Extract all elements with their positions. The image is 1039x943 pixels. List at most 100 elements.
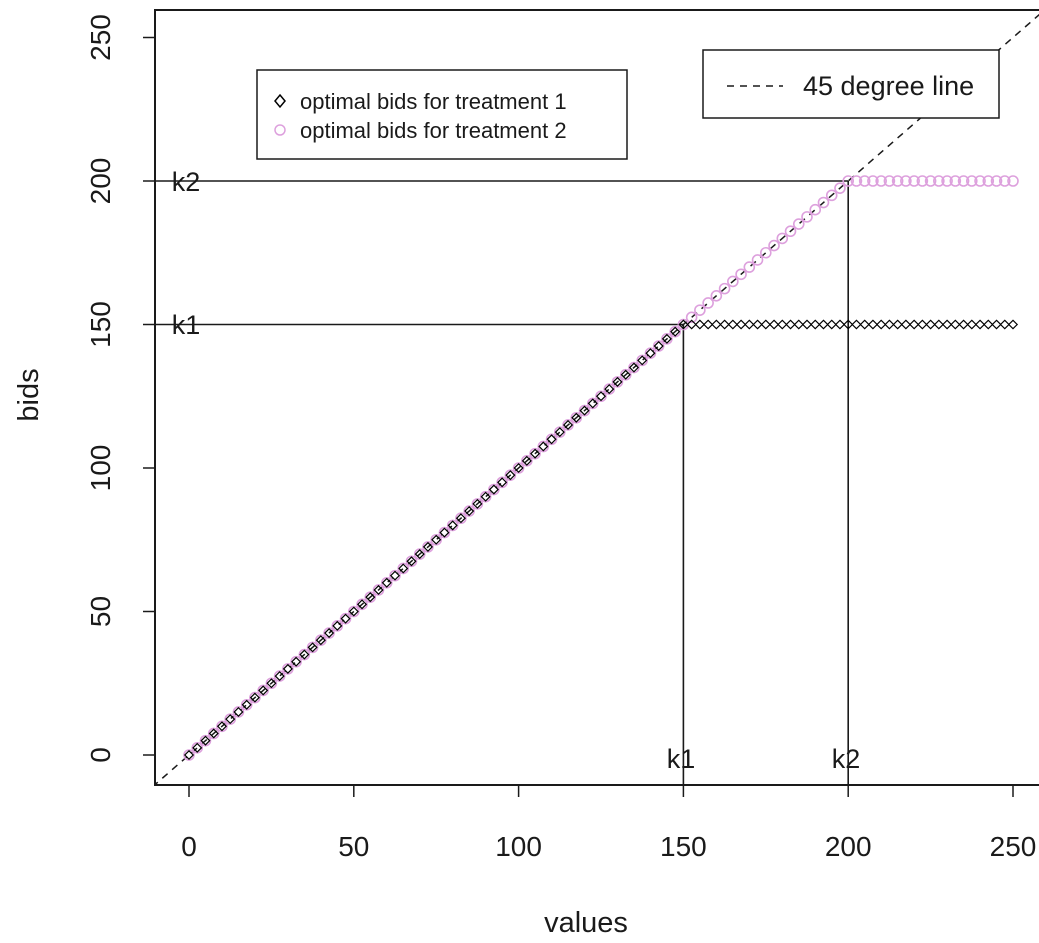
point-treatment-2 — [842, 175, 855, 187]
point-treatment-2 — [998, 175, 1011, 187]
point-treatment-1 — [744, 319, 755, 330]
point-treatment-1 — [678, 319, 689, 330]
point-treatment-2 — [1007, 175, 1019, 187]
point-treatment-1 — [983, 319, 994, 330]
point-treatment-1 — [777, 319, 788, 330]
point-treatment-1 — [1007, 319, 1019, 330]
series-layer — [183, 175, 1019, 761]
point-treatment-1 — [595, 391, 607, 402]
point-treatment-1 — [604, 384, 615, 395]
point-treatment-1 — [488, 484, 499, 495]
point-treatment-1 — [834, 319, 846, 330]
point-treatment-1 — [711, 319, 722, 330]
y-tick-label: 100 — [85, 445, 116, 492]
point-treatment-1 — [612, 376, 623, 387]
guide-lines-layer — [155, 180, 850, 785]
x-axis: 0 50 100 150 200 250 — [181, 784, 1036, 862]
point-treatment-1 — [653, 340, 664, 352]
point-treatment-2 — [710, 289, 723, 302]
point-treatment-1 — [843, 319, 854, 330]
point-treatment-1 — [645, 348, 656, 359]
series-legend-box — [256, 69, 628, 160]
point-treatment-1 — [587, 398, 598, 409]
point-treatment-1 — [760, 319, 771, 330]
point-treatment-1 — [736, 319, 747, 330]
point-treatment-1 — [348, 606, 359, 617]
x-tick-label: 100 — [495, 831, 542, 862]
y-tick-label: 50 — [85, 596, 116, 627]
point-treatment-1 — [241, 699, 252, 710]
point-treatment-1 — [414, 549, 425, 560]
point-treatment-1 — [571, 412, 582, 423]
point-treatment-2 — [900, 175, 912, 187]
point-treatment-1 — [183, 749, 195, 761]
point-treatment-2 — [743, 261, 756, 273]
point-treatment-1 — [406, 556, 417, 567]
point-treatment-1 — [942, 319, 953, 330]
point-treatment-1 — [233, 706, 244, 717]
point-treatment-1 — [727, 319, 738, 330]
point-treatment-1 — [521, 455, 532, 466]
point-treatment-1 — [925, 319, 936, 330]
point-treatment-1 — [538, 441, 549, 452]
k2-x-label: k2 — [832, 744, 861, 774]
reference-45-degree-line — [155, 13, 1039, 785]
point-treatment-1 — [958, 319, 969, 330]
point-treatment-1 — [497, 477, 508, 488]
y-tick-label: 0 — [85, 747, 116, 763]
point-treatment-1 — [620, 369, 631, 380]
point-treatment-2 — [941, 175, 953, 187]
point-treatment-2 — [817, 196, 830, 209]
point-treatment-2 — [982, 175, 995, 187]
point-treatment-1 — [455, 513, 466, 524]
point-treatment-1 — [431, 534, 442, 545]
point-treatment-2 — [694, 304, 706, 316]
point-treatment-2 — [801, 211, 813, 223]
x-tick-label: 200 — [825, 831, 872, 862]
point-treatment-1 — [373, 584, 384, 596]
point-treatment-1 — [826, 319, 837, 330]
point-treatment-1 — [282, 663, 293, 674]
point-treatment-1 — [513, 462, 524, 474]
point-treatment-2 — [965, 175, 978, 187]
point-treatment-2 — [933, 175, 945, 187]
point-treatment-1 — [554, 427, 565, 438]
point-treatment-1 — [447, 520, 458, 531]
point-treatment-1 — [439, 527, 450, 538]
point-treatment-1 — [266, 678, 277, 689]
point-treatment-2 — [916, 175, 929, 187]
point-treatment-1 — [274, 671, 285, 682]
point-treatment-1 — [859, 319, 870, 330]
point-treatment-1 — [530, 448, 541, 459]
point-treatment-1 — [801, 319, 813, 330]
point-treatment-1 — [810, 319, 821, 330]
point-treatment-1 — [974, 319, 986, 330]
point-treatment-1 — [900, 319, 911, 330]
point-treatment-1 — [999, 319, 1010, 330]
point-treatment-2 — [768, 239, 780, 252]
point-treatment-2 — [792, 218, 805, 230]
point-treatment-1 — [661, 333, 672, 344]
point-treatment-1 — [332, 620, 343, 631]
x-axis-title: values — [544, 907, 628, 939]
point-treatment-1 — [208, 728, 219, 739]
point-treatment-2 — [891, 175, 904, 187]
point-treatment-2 — [875, 175, 887, 187]
point-treatment-2 — [867, 175, 879, 187]
point-treatment-1 — [933, 319, 944, 330]
point-treatment-1 — [192, 742, 203, 753]
reference-line-layer — [155, 13, 1039, 785]
point-treatment-1 — [422, 541, 434, 552]
point-treatment-1 — [299, 649, 310, 660]
point-treatment-1 — [628, 362, 640, 373]
series-legend: optimal bids for treatment 1 optimal bid… — [256, 69, 628, 160]
legend-entry-45-degree: 45 degree line — [803, 71, 974, 101]
point-treatment-1 — [546, 434, 557, 445]
point-treatment-2 — [990, 175, 1003, 187]
point-treatment-1 — [389, 570, 401, 581]
reference-legend-box — [702, 49, 1000, 119]
point-treatment-1 — [917, 319, 928, 330]
point-treatment-1 — [785, 319, 796, 330]
point-treatment-2 — [809, 203, 822, 216]
